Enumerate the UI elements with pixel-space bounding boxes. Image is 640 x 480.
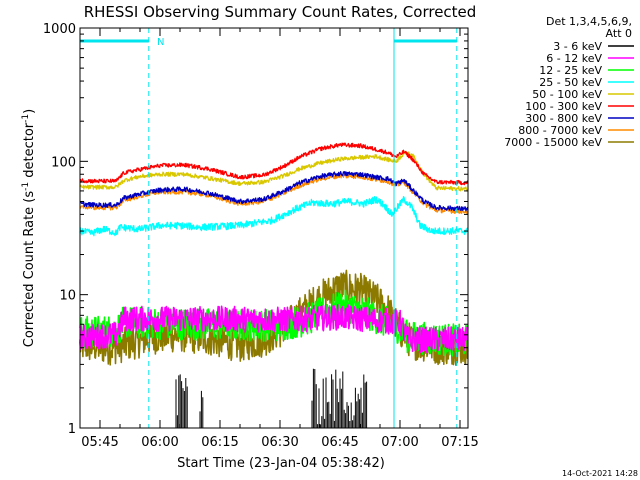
series-0 (176, 369, 367, 428)
y-axis-label-sup1: -1 (21, 182, 31, 191)
series-0-line (176, 369, 367, 428)
y-axis-label-end: ) (22, 109, 37, 114)
x-axis-label: Start Time (23-Jan-04 05:38:42) (177, 456, 385, 471)
series-3 (80, 197, 468, 236)
x-tick-label-3: 06:30 (261, 435, 298, 450)
legend-item-8: 7000 - 15000 keV (504, 136, 634, 149)
y-axis-label-main: Corrected Count Rate (s (22, 191, 37, 348)
generated-timestamp: 14-Oct-2021 14:28 (562, 469, 638, 478)
legend-header-line2: Att 0 (606, 27, 632, 40)
x-tick-label-1: 06:00 (141, 435, 178, 450)
y-axis-label-sup2: -1 (21, 114, 31, 123)
y-tick-label-3: 1000 (43, 22, 76, 37)
y-axis-label: Corrected Count Rate (s-1 detector-1) (21, 109, 37, 347)
y-tick-label-0: 1 (68, 422, 76, 437)
x-tick-label-5: 07:00 (381, 435, 418, 450)
series-3-line (80, 197, 468, 236)
legend-label-8: 7000 - 15000 keV (504, 136, 602, 149)
chart-title: RHESSI Observing Summary Count Rates, Co… (84, 3, 477, 21)
y-tick-label-2: 100 (51, 155, 76, 170)
x-tick-label-2: 06:15 (201, 435, 238, 450)
x-axis-ticks: 05:45 06:00 06:15 06:30 06:45 07:00 07:15 (80, 28, 479, 450)
y-axis-label-mid: detector (22, 122, 37, 182)
x-tick-label-6: 07:15 (441, 435, 478, 450)
y-tick-label-1: 10 (59, 289, 76, 304)
x-tick-label-4: 06:45 (321, 435, 358, 450)
x-tick-label-0: 05:45 (81, 435, 118, 450)
series-layer (80, 143, 468, 428)
night-flag-label: N (157, 37, 164, 48)
